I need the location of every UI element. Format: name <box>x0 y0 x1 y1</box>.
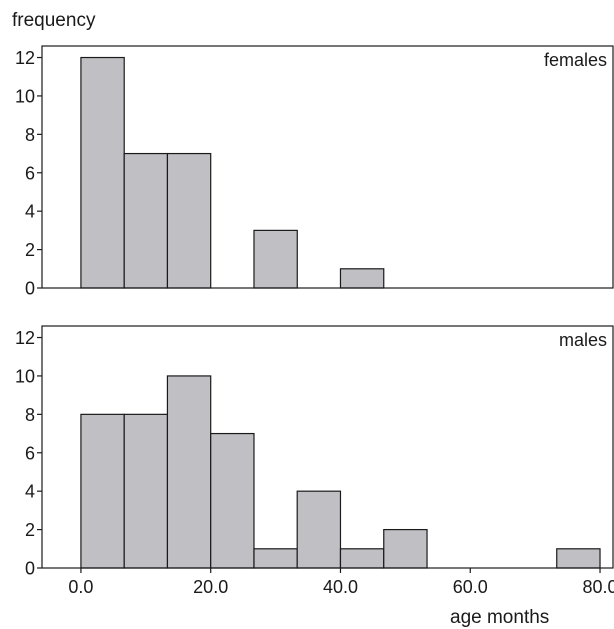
x-tick-label-80: 80.0 <box>582 577 614 597</box>
females-bar-5 <box>339 268 385 289</box>
males-plot-frame <box>41 325 614 569</box>
males-bar-6 <box>296 490 342 569</box>
males-bar-5 <box>253 548 298 569</box>
males-bar-9 <box>556 548 601 569</box>
males-y-tick-label-12: 12 <box>15 328 35 348</box>
females-bar-2 <box>123 152 169 289</box>
males-bar-1 <box>80 413 125 569</box>
males-panel-label: males <box>559 330 607 350</box>
females-y-tick-label-6: 6 <box>25 163 35 183</box>
males-y-tick-label-10: 10 <box>15 366 35 386</box>
males-y-tick-label-8: 8 <box>25 405 35 425</box>
females-y-tick-label-2: 2 <box>25 240 35 260</box>
males-y-tick-label-6: 6 <box>25 443 35 463</box>
panels-layer: 0 2 4 6 8 10 12 females 0 2 4 6 8 10 12 males 0.0 20.0 40.… <box>15 45 614 597</box>
females-y-tick-label-12: 12 <box>15 48 35 68</box>
x-tick-label-0: 0.0 <box>68 577 93 597</box>
males-bar-7 <box>339 548 385 569</box>
x-tick-label-60: 60.0 <box>453 577 488 597</box>
y-axis-label: frequency <box>12 10 96 31</box>
males-bar-4 <box>210 432 255 569</box>
females-bar-3 <box>166 152 212 289</box>
females-y-tick-label-8: 8 <box>25 125 35 145</box>
x-axis-label: age months <box>450 607 549 628</box>
panel-females: 0 2 4 6 8 10 12 females <box>15 45 614 299</box>
females-y-tick-label-0: 0 <box>25 279 35 299</box>
males-bar-2 <box>123 413 169 569</box>
x-tick-label-20: 20.0 <box>193 577 228 597</box>
females-panel-label: females <box>544 50 607 70</box>
males-bar-3 <box>166 375 212 569</box>
females-bar-4 <box>253 229 298 289</box>
x-tick-label-40: 40.0 <box>323 577 358 597</box>
males-y-tick-label-0: 0 <box>25 559 35 579</box>
females-bar-1 <box>80 56 125 289</box>
panel-males: 0 2 4 6 8 10 12 males 0.0 20.0 40.0 60.0 80.0 <box>15 325 614 597</box>
males-y-tick-label-2: 2 <box>25 520 35 540</box>
females-y-tick-label-4: 4 <box>25 202 35 222</box>
males-y-tick-label-4: 4 <box>25 482 35 502</box>
females-plot-frame <box>41 45 614 289</box>
males-bar-8 <box>383 528 428 569</box>
females-y-tick-label-10: 10 <box>15 86 35 106</box>
